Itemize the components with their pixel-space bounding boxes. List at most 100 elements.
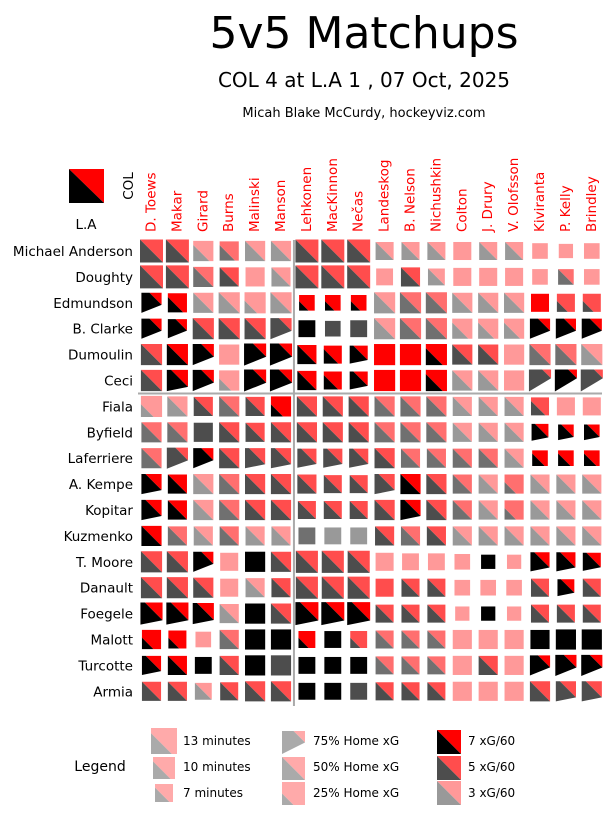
cell-away-fill <box>478 681 498 701</box>
cell-away-part <box>427 682 446 701</box>
cell-home-part <box>270 448 292 469</box>
cell-turcotte-vs-lehkonen <box>298 656 316 674</box>
cell-home-part <box>244 369 267 392</box>
chart-credit: Micah Blake McCurdy, hockeyviz.com <box>242 106 485 121</box>
cell-kopitar-vs-lehkonen <box>297 500 316 520</box>
col-label-manson: Manson <box>273 180 289 232</box>
cell-home-part <box>426 422 447 443</box>
cell-away-part <box>401 604 420 623</box>
cell-away-fill <box>504 370 525 391</box>
cell-home-part <box>141 525 162 546</box>
cell-away-part <box>452 318 473 339</box>
cell-home-part <box>270 681 292 702</box>
cell-home-part <box>321 550 344 573</box>
cell-away-part <box>321 576 344 599</box>
cell-foegele-vs-landeskog <box>375 604 394 623</box>
cell-home-part <box>347 602 371 626</box>
cell-kopitar-vs-malinski <box>245 499 266 521</box>
cell-ceci-vs-malinski <box>244 369 267 392</box>
chart-title: 5v5 Matchups <box>209 8 518 59</box>
cell-t-moore-vs-v-olofsson <box>506 554 522 569</box>
cell-edmundson-vs-landeskog <box>374 292 396 314</box>
cell-t-moore-vs-burns <box>220 552 239 571</box>
cell-home-part <box>478 322 495 339</box>
legend-time-10-mark <box>153 757 175 779</box>
cell-malott-vs-d-toews <box>141 629 162 650</box>
cell-ceci-vs-b-nelson <box>399 369 422 392</box>
cell-away-fill <box>582 397 601 416</box>
cell-kopitar-vs-mackinnon <box>323 500 342 520</box>
cell-b-clarke-vs-brindley <box>581 318 602 339</box>
cell-ceci-vs-manson <box>269 369 293 392</box>
cell-away-fill <box>504 681 524 701</box>
cell-home-part <box>192 603 214 625</box>
cell-home-part <box>349 448 369 468</box>
cell-home-part <box>556 526 576 546</box>
cell-kuzmenko-vs-mackinnon <box>324 527 342 545</box>
cell-away-fill <box>376 268 394 286</box>
cell-away-part <box>245 499 266 521</box>
cell-away-part <box>193 396 213 416</box>
cell-home-part <box>166 602 189 625</box>
cell-away-fill <box>452 629 472 650</box>
cell-away-part <box>401 241 420 261</box>
cell-home-part <box>478 500 498 520</box>
cell-home-part <box>245 448 266 469</box>
cell-away-fill <box>558 243 574 259</box>
col-label-kiviranta: Kiviranta <box>532 172 548 232</box>
cell-home-part <box>219 604 239 624</box>
cell-dumoulin-vs-burns <box>219 344 240 365</box>
cell-home-part <box>299 301 309 311</box>
cell-away-part <box>559 681 576 698</box>
cell-home-part <box>504 422 524 442</box>
cell-home-part <box>348 422 369 443</box>
cell-edmundson-vs-p-kelly <box>556 293 575 312</box>
cell-away-fill <box>583 269 600 285</box>
cell-home-part <box>350 637 361 648</box>
cell-away-fill <box>532 269 548 285</box>
cell-home-part <box>271 526 291 546</box>
cell-doughty-vs-colton <box>453 267 472 286</box>
cell-away-part <box>201 551 214 564</box>
cell-away-part <box>270 603 292 624</box>
cell-kopitar-vs-v-olofsson <box>504 500 524 520</box>
cell-home-part <box>582 578 601 597</box>
cell-foegele-vs-manson <box>270 603 292 624</box>
cell-home-fill <box>245 655 266 676</box>
cell-home-part <box>529 344 551 366</box>
cell-home-part <box>504 526 524 546</box>
cell-home-fill <box>324 656 342 674</box>
cell-dumoulin-vs-p-kelly <box>555 344 577 366</box>
cell-ceci-vs-makar <box>166 369 188 392</box>
cell-b-clarke-vs-b-nelson <box>399 318 422 340</box>
cell-away-part <box>479 241 498 261</box>
col-label-girard: Girard <box>195 190 211 232</box>
cell-home-part <box>478 396 498 416</box>
cell-home-part <box>245 681 266 702</box>
cell-home-part <box>478 370 499 391</box>
cell-edmundson-vs-manson <box>270 292 292 314</box>
cell-malott-vs-mackinnon <box>324 631 342 648</box>
cell-home-part <box>452 500 472 520</box>
legend-time-13: 13 minutes <box>183 734 251 748</box>
cell-home-part <box>375 241 394 261</box>
cell-home-part <box>530 552 550 572</box>
cell-home-part <box>556 552 576 572</box>
row-labels: Michael Anderson Doughty Edmundson B. Clark… <box>13 244 134 700</box>
cell-home-part <box>140 404 154 417</box>
cell-away-part <box>532 450 548 467</box>
cell-byfield-vs-malinski <box>245 422 265 442</box>
cell-away-part <box>245 681 266 702</box>
cell-michael-anderson-vs-makar <box>165 239 189 263</box>
cell-home-part <box>582 604 601 623</box>
cell-away-fill <box>478 629 498 650</box>
cell-fiala-vs-j-drury <box>478 396 498 416</box>
cell-home-fill <box>350 656 368 674</box>
cell-away-part <box>401 578 420 597</box>
cell-away-part <box>375 241 394 261</box>
cell-home-part <box>270 422 292 443</box>
cell-malott-vs-brindley <box>581 629 602 650</box>
cell-a-kempe-vs-lehkonen <box>297 474 317 494</box>
cell-home-part <box>323 375 339 390</box>
